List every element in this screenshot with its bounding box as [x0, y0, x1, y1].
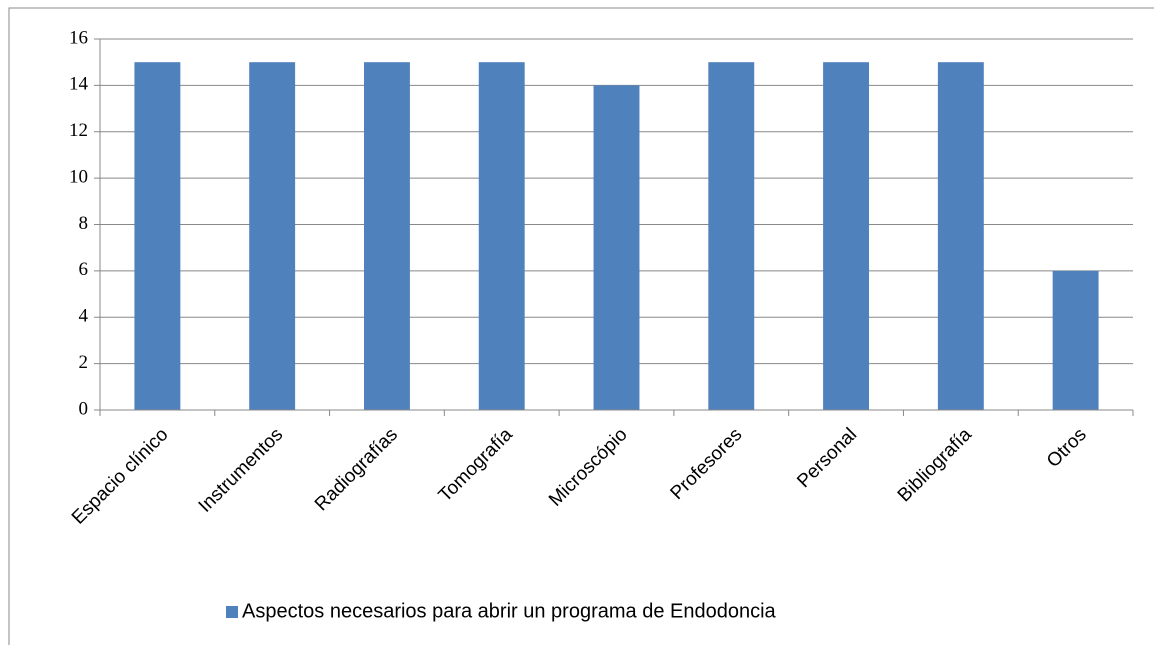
legend-label: Aspectos necesarios para abrir un progra…: [242, 600, 777, 622]
x-tick-label: Otros: [1043, 424, 1091, 472]
x-tick-label: Tomografía: [435, 424, 517, 506]
x-tick-label: Radiografías: [311, 424, 402, 515]
bar: [478, 62, 525, 410]
y-tick-label: 14: [69, 74, 89, 95]
x-tick-label: Microscópio: [545, 424, 632, 511]
x-tick-label: Personal: [793, 424, 861, 492]
y-tick-label: 0: [79, 398, 89, 419]
bar: [823, 62, 870, 410]
y-tick-label: 10: [69, 166, 88, 187]
x-tick-label: Instrumentos: [195, 424, 288, 517]
bar: [708, 62, 755, 410]
bar: [593, 85, 640, 410]
y-tick-label: 12: [69, 120, 88, 141]
y-tick-label: 16: [69, 27, 88, 48]
y-tick-label: 6: [79, 259, 89, 280]
x-tick-label: Bibliografía: [894, 424, 976, 506]
chart-border: [8, 7, 1154, 645]
bar: [937, 62, 984, 410]
y-tick-label: 2: [79, 352, 89, 373]
legend-swatch: [226, 606, 238, 618]
x-tick-label: Espacio clínico: [68, 424, 172, 528]
bar: [134, 62, 181, 410]
bar: [363, 62, 410, 410]
bar: [1052, 270, 1099, 410]
y-tick-label: 4: [79, 306, 89, 327]
x-tick-label: Profesores: [667, 424, 747, 504]
y-tick-label: 8: [79, 213, 89, 234]
bar: [249, 62, 296, 410]
